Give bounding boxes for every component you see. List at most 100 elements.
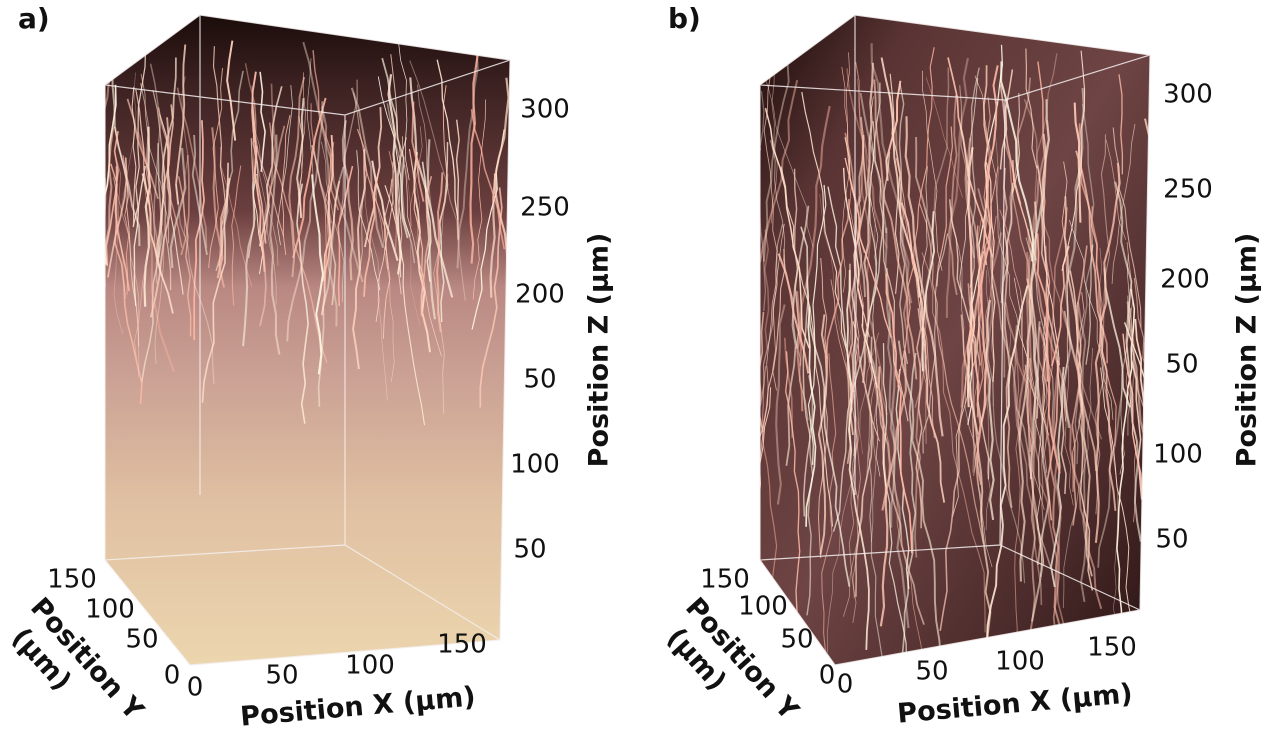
- fiber: [785, 205, 810, 466]
- fiber: [1024, 364, 1042, 566]
- fiber: [762, 61, 790, 262]
- x-tick-label: 50: [915, 657, 948, 687]
- fiber: [802, 276, 812, 517]
- fiber: [417, 84, 434, 225]
- fiber: [177, 176, 192, 337]
- fiber: [439, 85, 449, 226]
- fiber: [472, 99, 486, 300]
- fiber: [247, 138, 256, 259]
- fiber: [1061, 50, 1086, 271]
- y-tick-label: 50: [125, 625, 158, 655]
- fiber: [1129, 307, 1150, 629]
- fiber: [133, 165, 146, 307]
- y-tick-label: 100: [85, 595, 135, 625]
- fiber: [1075, 150, 1117, 511]
- fiber: [1012, 93, 1021, 194]
- fiber: [844, 157, 892, 339]
- y-tick-label: 0: [819, 661, 836, 691]
- fibers: [105, 40, 510, 426]
- fiber: [969, 324, 982, 485]
- fiber: [760, 79, 799, 321]
- fiber: [341, 120, 354, 281]
- fiber: [852, 338, 861, 599]
- fiber: [922, 233, 949, 454]
- fiber: [288, 76, 306, 278]
- fiber: [897, 340, 947, 665]
- fiber: [817, 257, 829, 559]
- fiber: [959, 85, 969, 206]
- fiber: [1100, 367, 1135, 628]
- z-axis-title: Position Z (µm): [1232, 233, 1263, 468]
- fiber: [420, 176, 433, 317]
- x-tick-label: 100: [995, 647, 1045, 677]
- fiber: [760, 148, 762, 429]
- fiber: [152, 89, 172, 291]
- fiber: [1072, 291, 1085, 492]
- fiber: [1119, 254, 1131, 475]
- fiber: [1012, 160, 1037, 261]
- fiber: [872, 121, 909, 422]
- fiber: [1061, 161, 1069, 422]
- fiber: [390, 54, 403, 295]
- fiber: [337, 165, 354, 307]
- fiber: [1025, 48, 1038, 169]
- fiber: [1047, 207, 1068, 388]
- fiber: [984, 299, 995, 521]
- fiber: [1026, 228, 1103, 610]
- fiber: [281, 114, 291, 256]
- fiber: [900, 352, 917, 665]
- fiber: [143, 126, 151, 307]
- fiber: [1069, 270, 1094, 591]
- y-tick-label: 150: [47, 565, 97, 595]
- fiber: [925, 77, 963, 198]
- fiber: [959, 124, 982, 265]
- fiber: [387, 74, 403, 275]
- fiber: [176, 87, 208, 248]
- fiber: [296, 98, 305, 219]
- fiber: [105, 77, 111, 178]
- fibers: [760, 43, 1150, 665]
- panel-label: b): [668, 2, 701, 35]
- fiber: [409, 126, 423, 227]
- fiber: [409, 60, 466, 301]
- fiber: [175, 184, 215, 385]
- fiber: [1097, 387, 1124, 568]
- fiber: [105, 126, 115, 288]
- fiber: [302, 41, 364, 283]
- fiber: [760, 387, 772, 665]
- fiber: [898, 83, 909, 365]
- fiber: [777, 253, 810, 374]
- fiber: [915, 308, 923, 529]
- fiber: [1037, 61, 1051, 382]
- fiber: [977, 188, 1052, 569]
- fiber: [1111, 123, 1136, 284]
- fiber: [322, 180, 341, 282]
- fiber: [113, 154, 124, 335]
- fiber: [436, 172, 444, 333]
- fiber: [320, 135, 334, 316]
- z-tick-label: 100: [510, 450, 560, 480]
- fiber: [793, 168, 800, 349]
- fiber: [324, 141, 335, 282]
- fiber: [120, 72, 137, 213]
- fiber: [211, 127, 225, 288]
- fiber: [1094, 162, 1121, 544]
- fiber: [1041, 245, 1049, 566]
- fiber: [760, 91, 767, 312]
- x-tick-label: 0: [187, 673, 204, 703]
- fiber: [1130, 359, 1143, 500]
- fiber: [763, 229, 770, 350]
- fiber: [825, 199, 850, 360]
- fiber: [1036, 316, 1047, 577]
- fiber: [855, 61, 864, 202]
- fiber: [889, 73, 901, 294]
- fiber: [994, 112, 1012, 353]
- fiber: [405, 165, 421, 326]
- fiber: [191, 134, 208, 256]
- z-tick-label: 200: [515, 280, 565, 310]
- fiber: [976, 97, 991, 418]
- z-tick-label: 300: [1163, 80, 1213, 110]
- fiber: [1026, 252, 1033, 453]
- fiber: [251, 71, 266, 272]
- fiber: [855, 336, 873, 597]
